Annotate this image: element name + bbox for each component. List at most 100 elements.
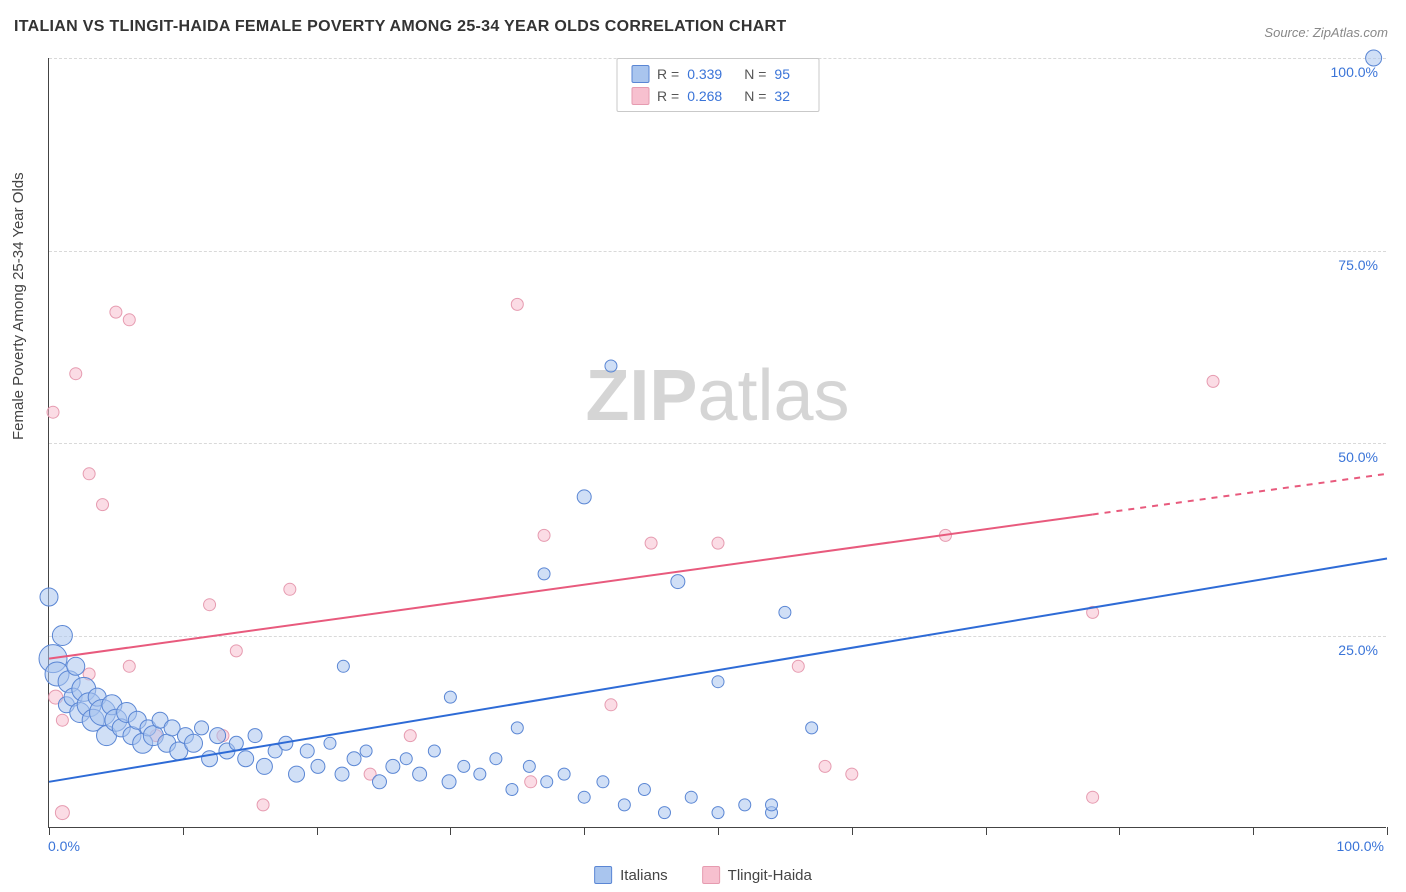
swatch-italians xyxy=(631,65,649,83)
data-point xyxy=(257,799,269,811)
x-tick xyxy=(450,827,451,835)
data-point xyxy=(523,760,535,772)
data-point xyxy=(311,759,325,773)
x-tick xyxy=(1119,827,1120,835)
source-value: ZipAtlas.com xyxy=(1313,25,1388,40)
data-point xyxy=(597,776,609,788)
legend-label-tlingit: Tlingit-Haida xyxy=(728,867,812,884)
data-point xyxy=(337,660,349,672)
data-point xyxy=(248,729,262,743)
data-point xyxy=(300,744,314,758)
data-point xyxy=(541,776,553,788)
regression-line xyxy=(49,514,1093,658)
data-point xyxy=(256,758,272,774)
data-point xyxy=(400,753,412,765)
legend-item-italians: Italians xyxy=(594,866,668,884)
legend-item-tlingit: Tlingit-Haida xyxy=(702,866,812,884)
y-grid-label: 100.0% xyxy=(1331,64,1378,80)
data-point xyxy=(1207,375,1219,387)
stats-legend: R = 0.339 N = 95 R = 0.268 N = 32 xyxy=(616,58,819,112)
data-point xyxy=(238,751,254,767)
data-point xyxy=(819,760,831,772)
data-point xyxy=(538,529,550,541)
data-point xyxy=(123,314,135,326)
n-value-tlingit: 32 xyxy=(774,85,790,107)
regression-line xyxy=(49,559,1387,782)
x-tick xyxy=(986,827,987,835)
x-axis-max-label: 100.0% xyxy=(1337,838,1384,854)
data-point xyxy=(444,691,456,703)
data-point xyxy=(511,298,523,310)
chart-canvas xyxy=(49,58,1386,827)
data-point xyxy=(40,588,58,606)
series-legend: Italians Tlingit-Haida xyxy=(594,866,812,884)
data-point xyxy=(229,736,243,750)
data-point xyxy=(506,784,518,796)
data-point xyxy=(712,676,724,688)
x-tick xyxy=(183,827,184,835)
x-tick xyxy=(852,827,853,835)
data-point xyxy=(372,775,386,789)
data-point xyxy=(658,807,670,819)
data-point xyxy=(335,767,349,781)
plot-area: ZIPatlas R = 0.339 N = 95 R = 0.268 N = … xyxy=(48,58,1386,828)
swatch-tlingit xyxy=(631,87,649,105)
data-point xyxy=(428,745,440,757)
data-point xyxy=(1087,791,1099,803)
n-label: N = xyxy=(744,63,766,85)
x-tick xyxy=(1253,827,1254,835)
data-point xyxy=(52,626,72,646)
data-point xyxy=(577,490,591,504)
data-point xyxy=(442,775,456,789)
x-tick xyxy=(718,827,719,835)
data-point xyxy=(230,645,242,657)
y-grid-label: 25.0% xyxy=(1338,642,1378,658)
x-tick xyxy=(584,827,585,835)
data-point xyxy=(347,752,361,766)
data-point xyxy=(386,759,400,773)
data-point xyxy=(83,468,95,480)
x-tick xyxy=(49,827,50,835)
data-point xyxy=(618,799,630,811)
data-point xyxy=(645,537,657,549)
data-point xyxy=(578,791,590,803)
x-tick xyxy=(1387,827,1388,835)
data-point xyxy=(490,753,502,765)
data-point xyxy=(360,745,372,757)
stats-row-italians: R = 0.339 N = 95 xyxy=(631,63,804,85)
data-point xyxy=(638,784,650,796)
n-value-italians: 95 xyxy=(774,63,790,85)
y-grid-label: 75.0% xyxy=(1338,257,1378,273)
data-point xyxy=(712,807,724,819)
data-point xyxy=(413,767,427,781)
data-point xyxy=(806,722,818,734)
data-point xyxy=(210,728,226,744)
data-point xyxy=(605,699,617,711)
source-label: Source: xyxy=(1264,25,1309,40)
data-point xyxy=(204,599,216,611)
stats-row-tlingit: R = 0.268 N = 32 xyxy=(631,85,804,107)
r-value-italians: 0.339 xyxy=(687,63,722,85)
y-axis-label: Female Poverty Among 25-34 Year Olds xyxy=(10,172,27,440)
data-point xyxy=(55,806,69,820)
x-axis-min-label: 0.0% xyxy=(48,838,80,854)
data-point xyxy=(324,737,336,749)
data-point xyxy=(792,660,804,672)
legend-swatch-italians xyxy=(594,866,612,884)
data-point xyxy=(685,791,697,803)
data-point xyxy=(185,734,203,752)
data-point xyxy=(712,537,724,549)
chart-title: ITALIAN VS TLINGIT-HAIDA FEMALE POVERTY … xyxy=(14,18,786,36)
data-point xyxy=(97,499,109,511)
regression-line xyxy=(1093,474,1387,515)
data-point xyxy=(284,583,296,595)
data-point xyxy=(458,760,470,772)
n-label: N = xyxy=(744,85,766,107)
data-point xyxy=(474,768,486,780)
data-point xyxy=(195,721,209,735)
data-point xyxy=(605,360,617,372)
data-point xyxy=(538,568,550,580)
data-point xyxy=(511,722,523,734)
x-tick xyxy=(317,827,318,835)
data-point xyxy=(67,657,85,675)
